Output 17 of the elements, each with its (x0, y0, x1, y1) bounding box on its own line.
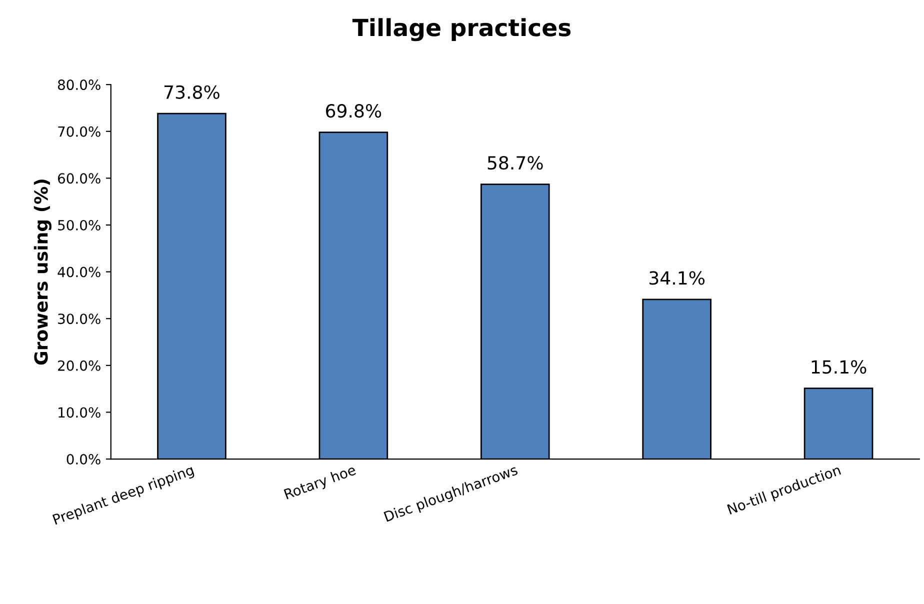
data-label: 58.7% (488, 156, 543, 170)
y-tick-label: 30.0% (58, 314, 100, 324)
y-tick-label: 40.0% (58, 266, 100, 278)
data-label: 15.1% (812, 360, 866, 374)
y-tick-label: 10.0% (58, 407, 100, 418)
y-tick-label: 70.0% (58, 126, 100, 137)
y-axis-title: Growers using (%) (34, 180, 52, 365)
chart-title: Tillage practices (352, 18, 571, 42)
y-tick-label: 80.0% (58, 80, 100, 90)
data-label: 69.8% (326, 104, 382, 118)
data-label: 73.8% (164, 85, 220, 99)
data-label: 34.1% (650, 271, 705, 285)
x-tick-label: Rotary hoe (284, 464, 358, 502)
y-tick-label: 0.0% (66, 454, 100, 465)
y-tick-label: 20.0% (58, 360, 100, 371)
y-tick-label: 60.0% (58, 173, 100, 184)
y-tick-label: 50.0% (58, 220, 100, 230)
